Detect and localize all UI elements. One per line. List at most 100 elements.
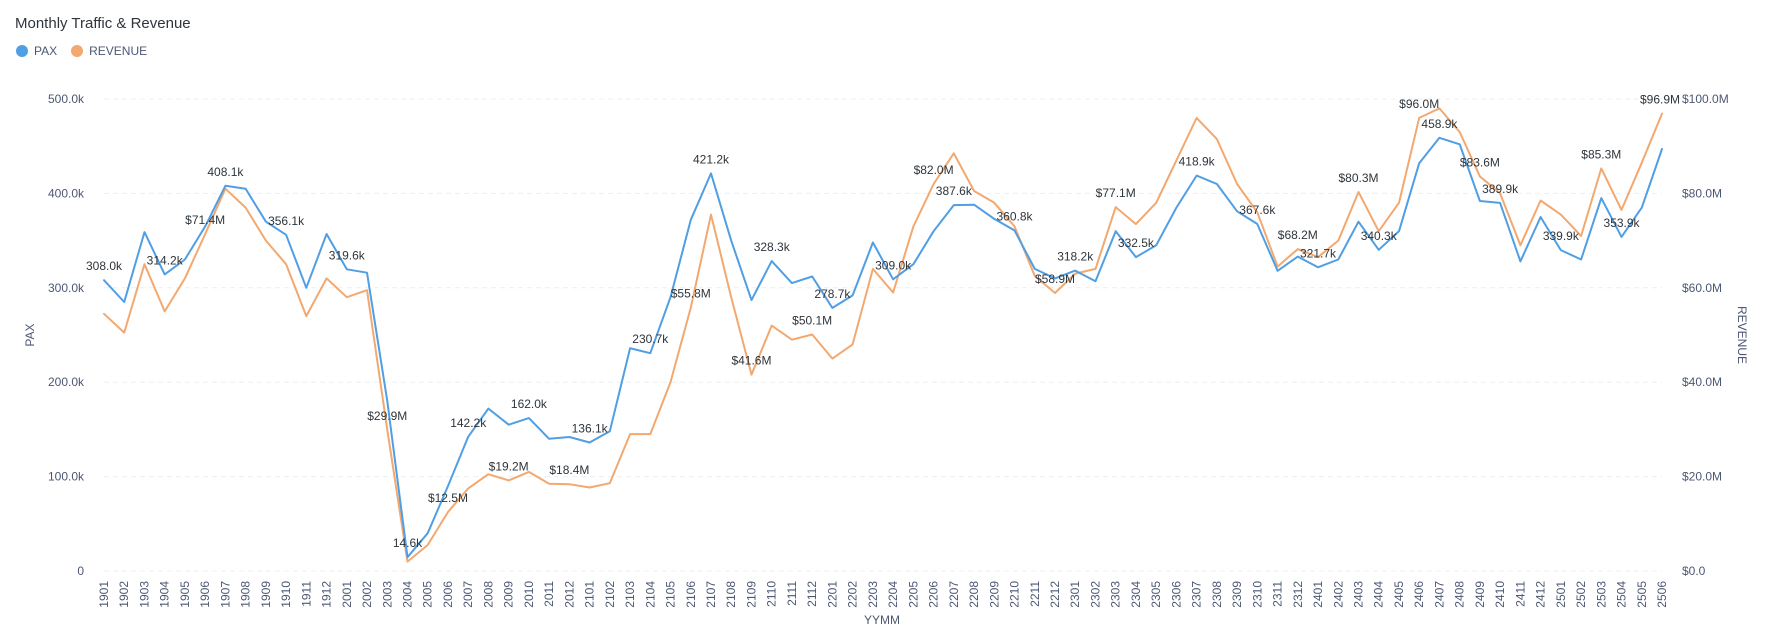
x-tick-label: 2306 (1169, 581, 1183, 608)
x-tick-label: 2202 (846, 581, 860, 608)
x-tick-label: 2401 (1311, 581, 1325, 608)
y-axis-title: PAX (23, 323, 37, 346)
x-tick-label: 2502 (1574, 581, 1588, 608)
data-label-pax: 278.7k (814, 287, 851, 301)
x-tick-label: 2307 (1190, 581, 1204, 608)
data-label-revenue: $58.9M (1035, 272, 1075, 286)
x-tick-label: 2209 (987, 581, 1001, 608)
y2-tick-label: $80.0M (1682, 186, 1722, 200)
x-tick-label: 2203 (866, 581, 880, 608)
x-tick-label: 1907 (218, 581, 232, 608)
right-axis: $0.0 $20.0M $40.0M $60.0M $80.0M $100.0M (1682, 92, 1729, 578)
data-label-revenue: $82.0M (914, 163, 954, 177)
data-label-revenue: $29.9M (367, 409, 407, 423)
x-tick-label: 2503 (1594, 581, 1608, 608)
data-label-pax: 332.5k (1118, 236, 1155, 250)
data-label-pax: 14.6k (393, 536, 423, 550)
y2-tick-label: $0.0 (1682, 564, 1706, 578)
data-label-revenue: $96.0M (1399, 97, 1439, 111)
y-tick-label: 400.0k (48, 186, 85, 200)
x-tick-label: 2011 (542, 581, 556, 607)
y-tick-label: 200.0k (48, 375, 85, 389)
data-label-pax: 356.1k (268, 214, 305, 228)
series-lines (103, 107, 1663, 563)
data-label-pax: 340.3k (1361, 229, 1398, 243)
x-tick-label: 2312 (1291, 581, 1305, 608)
data-label-revenue: $18.4M (549, 463, 589, 477)
data-label-pax: 339.9k (1543, 229, 1580, 243)
data-label-revenue: $80.3M (1338, 171, 1378, 185)
x-tick-label: 2005 (421, 581, 435, 608)
legend-item-pax[interactable]: PAX (16, 44, 57, 58)
x-tick-label: 2002 (360, 581, 374, 608)
data-label-revenue: $50.1M (792, 314, 832, 328)
x-tick-label: 2409 (1473, 581, 1487, 608)
x-tick-label: 2007 (461, 581, 475, 608)
x-tick-label: 2303 (1109, 581, 1123, 608)
data-label-revenue: $12.5M (428, 491, 468, 505)
y2-axis-title: REVENUE (1735, 306, 1749, 364)
x-tick-label: 2506 (1655, 581, 1669, 608)
data-label-pax: 458.9k (1421, 117, 1458, 131)
x-tick-label: 2407 (1432, 581, 1446, 608)
data-label-pax: 387.6k (936, 184, 973, 198)
x-tick-label: 1902 (117, 581, 131, 608)
x-tick-label: 2406 (1412, 581, 1426, 608)
data-label-pax: 421.2k (693, 152, 730, 166)
data-label-revenue: $83.6M (1460, 155, 1500, 169)
x-tick-label: 2205 (906, 581, 920, 608)
x-tick-label: 2009 (502, 581, 516, 608)
x-tick-label: 2207 (947, 581, 961, 608)
data-label-pax: 353.9k (1604, 216, 1641, 230)
x-tick-label: 1901 (97, 581, 111, 608)
legend-label-pax: PAX (34, 44, 58, 58)
x-tick-label: 2505 (1635, 581, 1649, 608)
x-tick-label: 2004 (401, 581, 415, 608)
data-label-pax: 142.2k (450, 416, 487, 430)
x-tick-label: 2001 (340, 581, 354, 608)
y2-tick-label: $60.0M (1682, 281, 1722, 295)
x-tick-label: 1905 (178, 581, 192, 608)
x-tick-label: 1910 (279, 581, 293, 608)
legend: PAX REVENUE (16, 44, 147, 58)
x-tick-label: 2309 (1230, 581, 1244, 608)
x-tick-label: 2110 (765, 581, 779, 607)
x-tick-label: 2405 (1392, 581, 1406, 608)
x-tick-label: 2305 (1149, 581, 1163, 608)
data-label-revenue: $71.4M (185, 213, 225, 227)
x-tick-label: 1911 (299, 581, 313, 607)
x-tick-label: 1906 (198, 581, 212, 608)
legend-dot-revenue (71, 45, 84, 57)
data-label-pax: 408.1k (207, 165, 244, 179)
y2-tick-label: $40.0M (1682, 375, 1722, 389)
x-tick-label: 2101 (583, 581, 597, 608)
x-tick-label: 2102 (603, 581, 617, 608)
x-tick-label: 2410 (1493, 581, 1507, 608)
data-label-pax: 309.0k (875, 258, 912, 272)
data-label-pax: 314.2k (147, 253, 184, 267)
x-tick-label: 2311 (1271, 581, 1285, 607)
x-tick-label: 2304 (1129, 581, 1143, 608)
legend-item-revenue[interactable]: REVENUE (71, 44, 147, 58)
x-tick-label: 1904 (158, 581, 172, 608)
data-label-pax: 360.8k (997, 209, 1034, 223)
x-tick-label: 2105 (664, 581, 678, 608)
y2-tick-label: $20.0M (1682, 470, 1722, 484)
series-line-pax (103, 136, 1663, 559)
x-tick-label: 2408 (1453, 581, 1467, 608)
x-tick-label: 2111 (785, 581, 799, 606)
x-tick-label: 2411 (1513, 581, 1527, 607)
x-tick-label: 2301 (1068, 581, 1082, 608)
y-tick-label: 0 (77, 564, 84, 578)
x-tick-label: 1912 (320, 581, 334, 608)
x-tick-label: 2302 (1088, 581, 1102, 608)
y-tick-label: 100.0k (48, 470, 85, 484)
x-tick-label: 2012 (562, 581, 576, 608)
series-line-revenue (103, 107, 1663, 563)
x-tick-label: 1903 (137, 581, 151, 608)
x-tick-label: 2211 (1028, 581, 1042, 607)
data-label-pax: 162.0k (511, 397, 548, 411)
data-label-revenue: $77.1M (1096, 186, 1136, 200)
data-label-revenue: $41.6M (731, 354, 771, 368)
y-tick-label: 500.0k (48, 92, 85, 106)
